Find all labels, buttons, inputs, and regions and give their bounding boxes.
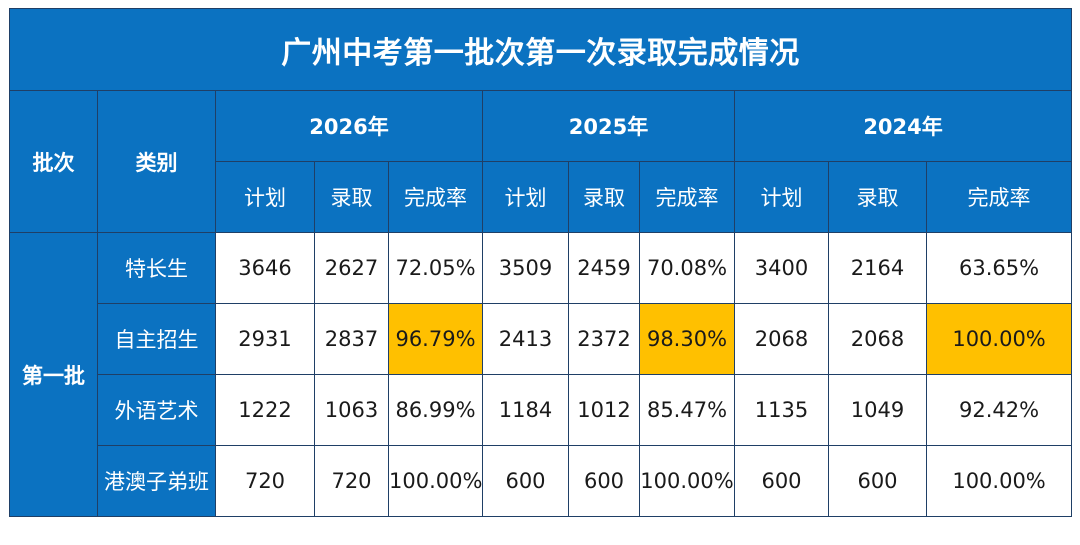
cell-plan: 1135 xyxy=(734,374,829,446)
header-year-2026: 2026年 xyxy=(215,90,483,162)
cell-plan: 3509 xyxy=(482,232,569,304)
header-year-2024: 2024年 xyxy=(733,90,1073,162)
cell-admitted: 2164 xyxy=(828,232,927,304)
cell-plan: 3646 xyxy=(215,232,315,304)
header-batch: 批次 xyxy=(9,90,98,233)
batch-label: 第一批 xyxy=(9,232,98,517)
cell-plan: 3400 xyxy=(734,232,829,304)
subheader-admitted: 录取 xyxy=(828,161,927,233)
enrollment-table-frame: 广州中考第一批次第一次录取完成情况 批次 类别 2026年 2025年 2024… xyxy=(8,8,1073,517)
cell-rate-highlighted: 96.79% xyxy=(388,303,483,375)
cell-admitted: 720 xyxy=(314,445,389,517)
cell-rate: 100.00% xyxy=(639,445,735,517)
cell-rate: 100.00% xyxy=(388,445,483,517)
category-label: 自主招生 xyxy=(97,303,216,375)
subheader-admitted: 录取 xyxy=(568,161,640,233)
table-row: 港澳子弟班 720 720 100.00% 600 600 100.00% 60… xyxy=(10,445,1073,517)
cell-rate: 92.42% xyxy=(925,374,1073,446)
subheader-rate: 完成率 xyxy=(925,161,1073,233)
category-label: 特长生 xyxy=(97,232,216,304)
cell-plan: 720 xyxy=(215,445,315,517)
subheader-plan: 计划 xyxy=(215,161,315,233)
subheader-rate: 完成率 xyxy=(639,161,735,233)
subheader-admitted: 录取 xyxy=(314,161,389,233)
category-label: 外语艺术 xyxy=(97,374,216,446)
subheader-plan: 计划 xyxy=(482,161,569,233)
enrollment-table: 广州中考第一批次第一次录取完成情况 批次 类别 2026年 2025年 2024… xyxy=(8,8,1073,517)
cell-rate: 72.05% xyxy=(388,232,483,304)
cell-admitted: 2627 xyxy=(314,232,389,304)
cell-admitted: 2837 xyxy=(314,303,389,375)
table-row: 外语艺术 1222 1063 86.99% 1184 1012 85.47% 1… xyxy=(10,374,1073,446)
cell-rate: 86.99% xyxy=(388,374,483,446)
cell-plan: 600 xyxy=(734,445,829,517)
cell-rate-highlighted: 98.30% xyxy=(639,303,735,375)
cell-admitted: 2372 xyxy=(568,303,640,375)
cell-admitted: 1049 xyxy=(828,374,927,446)
cell-rate-highlighted: 100.00% xyxy=(925,303,1073,375)
table-row: 第一批 特长生 3646 2627 72.05% 3509 2459 70.08… xyxy=(9,232,1073,517)
cell-plan: 600 xyxy=(482,445,569,517)
cell-admitted: 600 xyxy=(568,445,640,517)
subheader-rate: 完成率 xyxy=(388,161,483,233)
cell-admitted: 600 xyxy=(828,445,927,517)
header-year-2025: 2025年 xyxy=(482,90,735,162)
cell-plan: 2931 xyxy=(215,303,315,375)
cell-rate: 63.65% xyxy=(925,232,1073,304)
cell-admitted: 1012 xyxy=(568,374,640,446)
subheader-plan: 计划 xyxy=(734,161,829,233)
table-row: 自主招生 2931 2837 96.79% 2413 2372 98.30% 2… xyxy=(10,303,1073,375)
cell-admitted: 2459 xyxy=(568,232,640,304)
table-title: 广州中考第一批次第一次录取完成情况 xyxy=(8,8,1073,91)
header-category: 类别 xyxy=(97,90,216,233)
cell-admitted: 2068 xyxy=(828,303,927,375)
cell-admitted: 1063 xyxy=(314,374,389,446)
cell-plan: 1222 xyxy=(215,374,315,446)
cell-rate: 85.47% xyxy=(639,374,735,446)
category-label: 港澳子弟班 xyxy=(97,445,216,517)
cell-rate: 70.08% xyxy=(639,232,735,304)
cell-plan: 2068 xyxy=(734,303,829,375)
cell-rate: 100.00% xyxy=(925,445,1073,517)
cell-plan: 2413 xyxy=(482,303,569,375)
cell-plan: 1184 xyxy=(482,374,569,446)
